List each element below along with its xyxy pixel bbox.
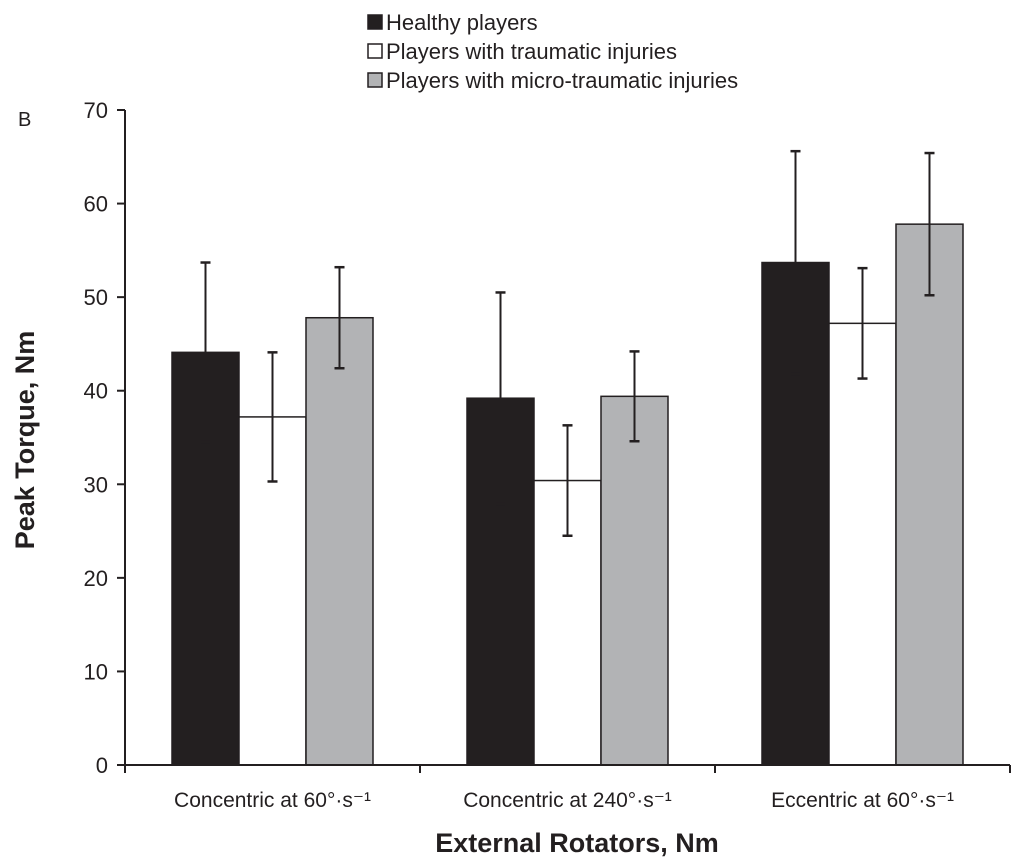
y-tick-label: 70 bbox=[84, 98, 108, 123]
bar bbox=[305, 316, 374, 766]
legend-swatch bbox=[367, 14, 383, 30]
y-tick-label: 50 bbox=[84, 285, 108, 310]
y-tick-label: 40 bbox=[84, 379, 108, 404]
x-tick-label: Eccentric at 60°·s⁻¹ bbox=[771, 789, 954, 812]
y-tick-label: 60 bbox=[84, 192, 108, 217]
y-tick-label: 0 bbox=[96, 753, 108, 778]
legend: Healthy players Players with traumatic in… bbox=[367, 10, 738, 93]
bar bbox=[600, 395, 669, 766]
y-tick-label: 10 bbox=[84, 659, 108, 684]
legend-swatch bbox=[367, 43, 383, 59]
y-axis: 0 10 20 30 40 50 60 70 bbox=[84, 98, 126, 778]
x-axis: Concentric at 60°·s⁻¹ Concentric at 240°·… bbox=[124, 764, 1011, 812]
y-tick-label: 30 bbox=[84, 472, 108, 497]
bar bbox=[895, 223, 964, 766]
y-tick-label: 20 bbox=[84, 566, 108, 591]
x-tick-label: Concentric at 240°·s⁻¹ bbox=[463, 789, 672, 812]
x-axis-label: External Rotators, Nm bbox=[435, 828, 719, 858]
bars bbox=[171, 149, 964, 766]
legend-label: Players with micro-traumatic injuries bbox=[386, 68, 738, 93]
x-tick-label: Concentric at 60°·s⁻¹ bbox=[174, 789, 371, 812]
legend-swatch bbox=[367, 72, 383, 88]
y-axis-label: Peak Torque, Nm bbox=[10, 331, 40, 550]
bar bbox=[828, 322, 897, 766]
legend-label: Healthy players bbox=[386, 10, 538, 35]
legend-label: Players with traumatic injuries bbox=[386, 39, 677, 64]
panel-label: B bbox=[18, 109, 31, 131]
